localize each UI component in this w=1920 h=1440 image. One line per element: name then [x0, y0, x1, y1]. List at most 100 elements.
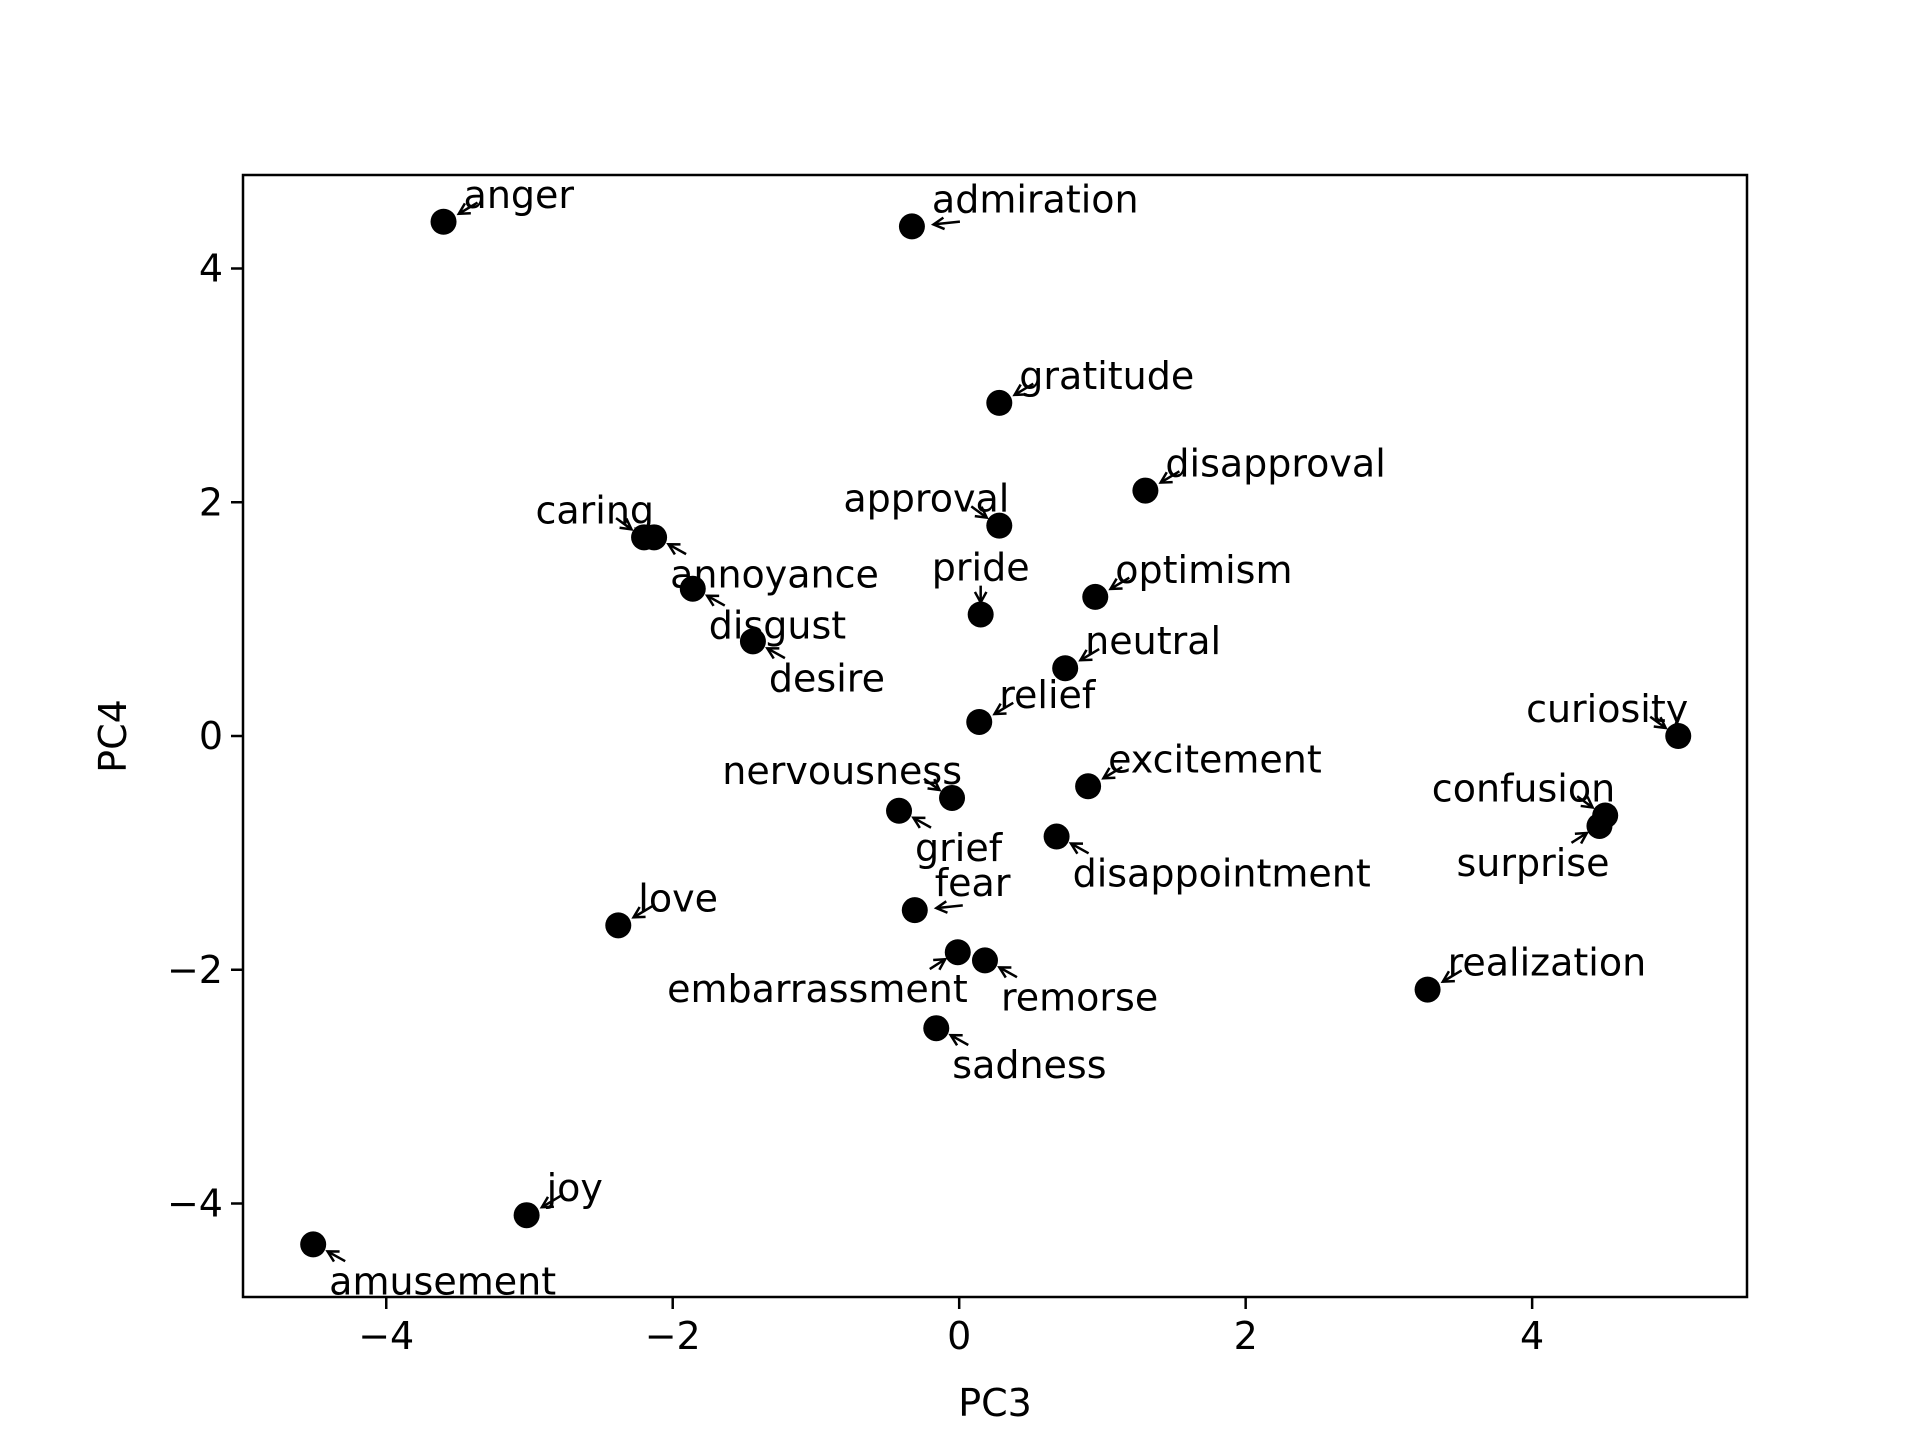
label-arrow-head	[927, 778, 942, 792]
scatter-point	[939, 784, 966, 811]
label-arrow-head	[456, 202, 471, 216]
x-tick-label: 2	[1234, 1314, 1258, 1358]
label-arrow	[706, 594, 726, 607]
point-label: fear	[935, 861, 1011, 905]
label-arrow-head	[1078, 649, 1093, 662]
scatter-point	[1052, 655, 1079, 682]
scatter-point	[430, 208, 457, 235]
label-arrow	[1160, 470, 1181, 484]
point-label: gratitude	[1019, 354, 1194, 398]
label-arrow	[458, 201, 479, 215]
point-label: excitement	[1108, 737, 1322, 781]
point-label: optimism	[1115, 548, 1292, 592]
label-arrow	[923, 777, 941, 791]
plot-area-frame	[241, 173, 1749, 1299]
point-label: caring	[535, 488, 654, 532]
label-arrow	[766, 647, 786, 660]
point-label: grief	[915, 826, 1004, 870]
label-arrow-head	[992, 702, 1007, 716]
scatter-point	[967, 601, 994, 628]
label-arrow-head	[974, 506, 989, 520]
label-arrow	[615, 517, 633, 531]
label-arrow	[326, 1250, 346, 1263]
label-arrow	[933, 220, 961, 226]
label-arrow-head	[765, 647, 780, 660]
y-tick-label: 2	[199, 480, 223, 524]
label-arrow	[929, 958, 946, 971]
y-axis-ticks: −4 −2 0 2 4	[167, 247, 243, 1226]
label-arrow	[1070, 842, 1090, 855]
label-arrow	[667, 543, 687, 556]
label-arrow-head	[948, 1033, 963, 1047]
point-label: surprise	[1456, 841, 1609, 885]
y-axis-label: PC4	[91, 699, 135, 773]
label-arrow-head	[1653, 716, 1668, 730]
scatter-point	[971, 947, 998, 974]
label-arrow-head	[1101, 767, 1116, 780]
scatter-point	[739, 628, 766, 655]
x-tick-label: −2	[645, 1314, 701, 1358]
point-label: remorse	[1001, 975, 1158, 1019]
label-arrow-head	[1574, 831, 1590, 845]
y-tick-label: −4	[167, 1182, 223, 1226]
label-arrow-head	[933, 900, 948, 914]
point-label: relief	[999, 673, 1097, 717]
scatter-point	[944, 939, 971, 966]
label-arrow	[912, 816, 932, 829]
point-label: disappointment	[1073, 852, 1371, 896]
label-arrow	[1013, 382, 1034, 396]
point-label: admiration	[932, 177, 1139, 221]
scatter-point	[886, 797, 913, 824]
x-tick-label: −4	[358, 1314, 414, 1358]
scatter-point	[1082, 583, 1109, 610]
y-tick-label: 0	[199, 714, 223, 758]
label-arrow	[1442, 969, 1463, 983]
point-label: anger	[464, 173, 575, 217]
point-label: sadness	[952, 1043, 1106, 1087]
scatter-point	[1075, 773, 1102, 800]
label-arrow	[1649, 715, 1667, 730]
label-arrow-head	[704, 594, 720, 607]
label-arrow	[632, 905, 653, 919]
y-tick-label: −2	[167, 948, 223, 992]
scatter-point	[1132, 477, 1159, 504]
label-arrow	[1079, 647, 1100, 662]
label-arrow-head	[1440, 970, 1455, 983]
point-label: confusion	[1432, 766, 1615, 810]
point-label: disapproval	[1165, 442, 1385, 486]
label-arrow-head	[997, 966, 1012, 979]
label-arrow-head	[1012, 383, 1027, 397]
label-arrow-head	[666, 543, 681, 556]
scatter-point	[513, 1202, 540, 1229]
label-arrow-head	[631, 906, 646, 919]
label-arrow-head	[930, 216, 946, 231]
data-points	[300, 208, 1692, 1258]
point-label: pride	[932, 545, 1030, 589]
scatter-point	[300, 1231, 327, 1258]
scatter-point	[1043, 823, 1070, 850]
y-tick-label: 4	[199, 247, 223, 291]
scatter-point	[679, 575, 706, 602]
point-label: desire	[769, 656, 885, 700]
scatter-point	[641, 524, 668, 551]
point-labels: anger admiration gratitude disapproval carin…	[329, 173, 1688, 1304]
point-label: nervousness	[722, 749, 962, 793]
point-label: love	[638, 876, 718, 920]
label-arrow	[1570, 831, 1588, 844]
x-tick-label: 4	[1520, 1314, 1544, 1358]
scatter-point	[923, 1015, 950, 1042]
x-tick-label: 0	[947, 1314, 971, 1358]
label-arrow-head	[1158, 471, 1173, 484]
label-arrow-head	[911, 816, 926, 829]
scatter-point	[898, 213, 925, 240]
scatter-point	[901, 897, 928, 924]
label-arrow-head	[619, 517, 634, 531]
label-arrow	[1102, 765, 1123, 780]
scatter-point	[966, 708, 993, 735]
scatter-point	[1414, 976, 1441, 1003]
label-arrow-head	[539, 1196, 554, 1209]
point-label: curiosity	[1526, 687, 1688, 731]
label-arrow	[950, 1034, 969, 1047]
